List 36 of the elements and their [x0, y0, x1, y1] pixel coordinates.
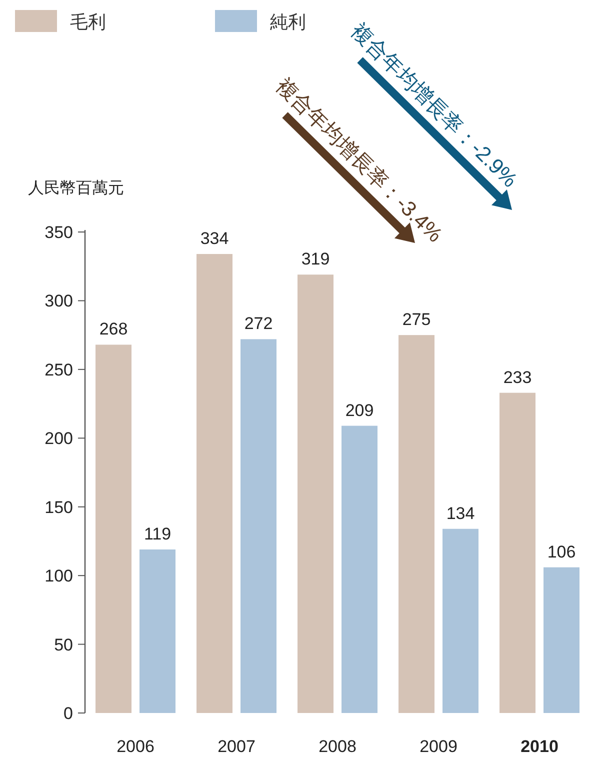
data-label: 134 — [446, 504, 475, 523]
bar — [196, 254, 232, 713]
y-tick-label: 100 — [44, 566, 73, 586]
bar — [442, 528, 478, 713]
bar — [140, 549, 176, 713]
x-tick-label: 2006 — [116, 737, 154, 756]
bar — [544, 567, 580, 713]
bar — [342, 426, 378, 713]
x-tick-label: 2007 — [218, 737, 256, 756]
bar — [500, 392, 536, 713]
bar — [96, 344, 132, 713]
bar — [298, 274, 334, 713]
y-tick-label: 300 — [44, 292, 73, 311]
y-axis-title: 人民幣百萬元 — [28, 179, 124, 197]
data-label: 272 — [244, 314, 273, 334]
y-tick-label: 0 — [64, 704, 73, 723]
bar — [240, 339, 276, 713]
y-tick-label: 150 — [44, 498, 73, 517]
bar — [398, 335, 434, 713]
legend-label: 毛利 — [70, 12, 106, 32]
y-tick-label: 50 — [54, 635, 73, 654]
x-tick-label: 2010 — [520, 737, 558, 756]
data-label: 119 — [144, 524, 172, 544]
y-tick-label: 250 — [44, 360, 73, 380]
y-tick-label: 350 — [44, 223, 73, 242]
x-tick-label: 2008 — [318, 737, 356, 756]
legend-label: 純利 — [270, 12, 306, 32]
data-label: 319 — [301, 250, 330, 269]
data-label: 209 — [345, 400, 374, 420]
data-label: 106 — [547, 542, 576, 562]
data-label: 334 — [200, 228, 229, 248]
data-label: 275 — [402, 310, 431, 330]
data-label: 233 — [503, 368, 532, 387]
x-tick-label: 2009 — [420, 737, 458, 756]
data-label: 268 — [99, 320, 128, 339]
y-tick-label: 200 — [44, 429, 73, 448]
